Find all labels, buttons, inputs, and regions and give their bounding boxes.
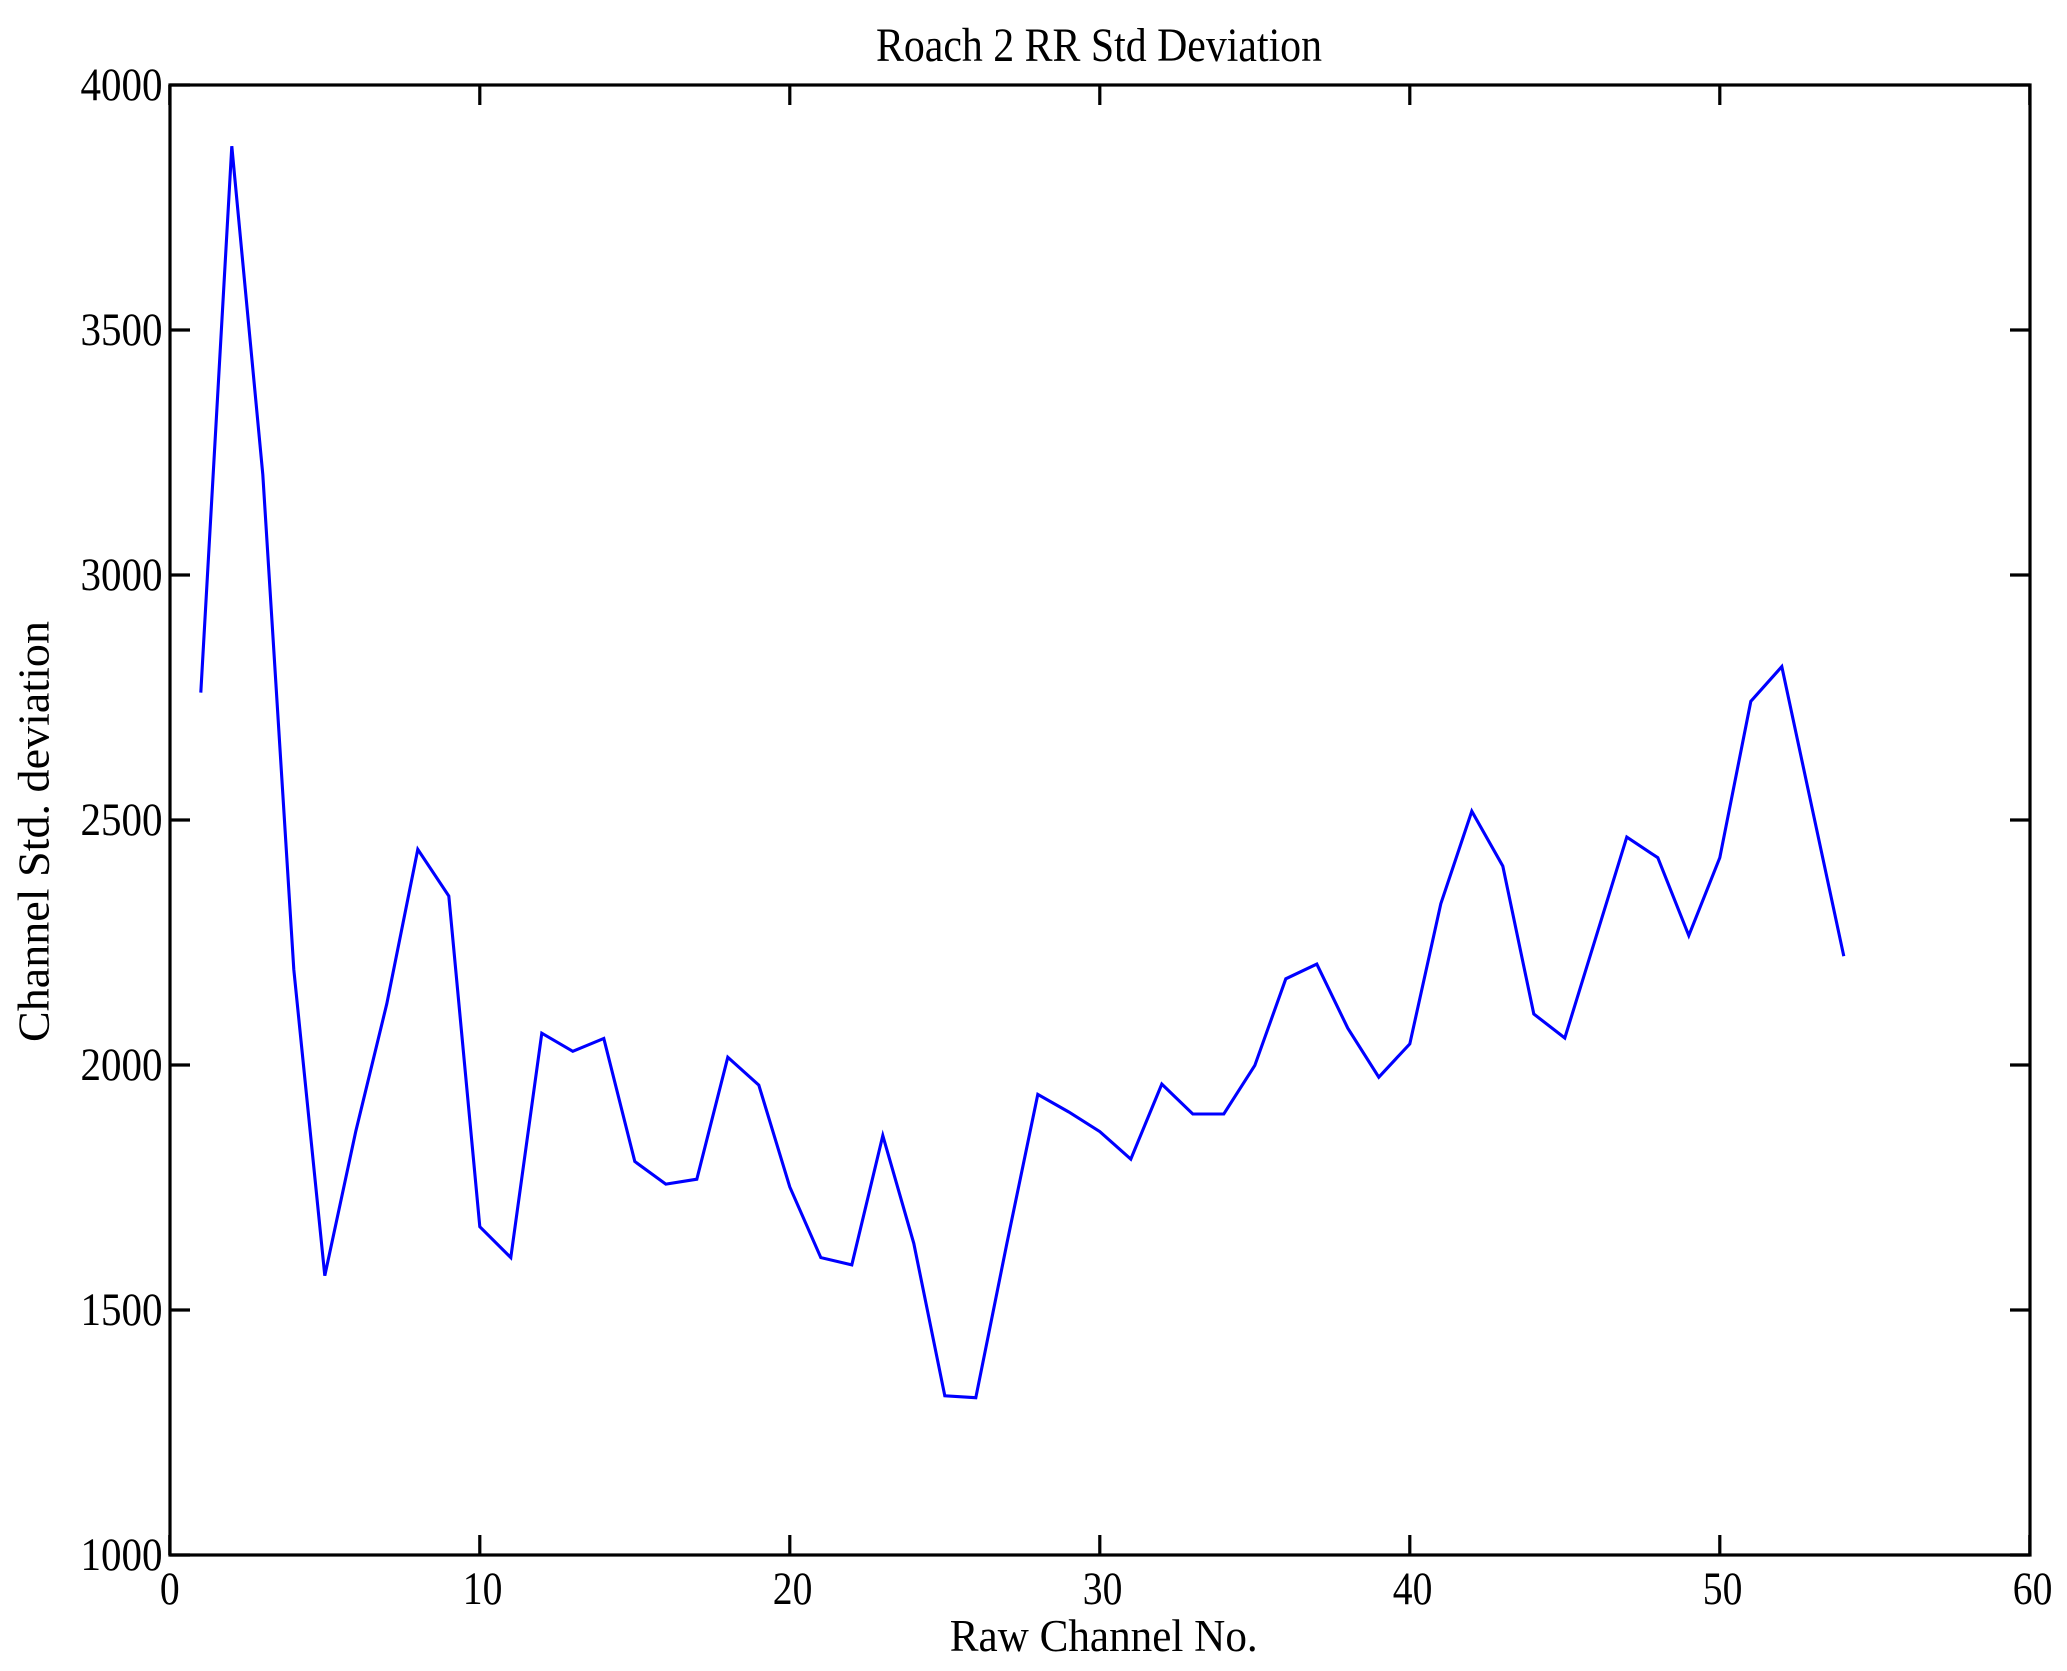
svg-text:2500: 2500 [81,794,163,846]
svg-text:1500: 1500 [81,1284,163,1336]
svg-text:Roach 2 RR Std Deviation: Roach 2 RR Std Deviation [876,19,1322,72]
svg-text:3500: 3500 [81,304,163,356]
svg-text:1000: 1000 [81,1529,163,1581]
svg-text:Channel Std. deviation: Channel Std. deviation [10,621,59,1042]
svg-text:10: 10 [463,1563,503,1615]
svg-text:60: 60 [2013,1563,2053,1615]
svg-text:20: 20 [773,1563,813,1615]
svg-text:0: 0 [160,1563,180,1615]
svg-text:3000: 3000 [81,549,163,601]
svg-text:Raw Channel No.: Raw Channel No. [950,1611,1258,1661]
svg-text:40: 40 [1393,1563,1433,1615]
svg-text:30: 30 [1083,1563,1123,1615]
svg-text:50: 50 [1703,1563,1743,1615]
svg-text:4000: 4000 [81,59,163,111]
svg-text:2000: 2000 [81,1039,163,1091]
